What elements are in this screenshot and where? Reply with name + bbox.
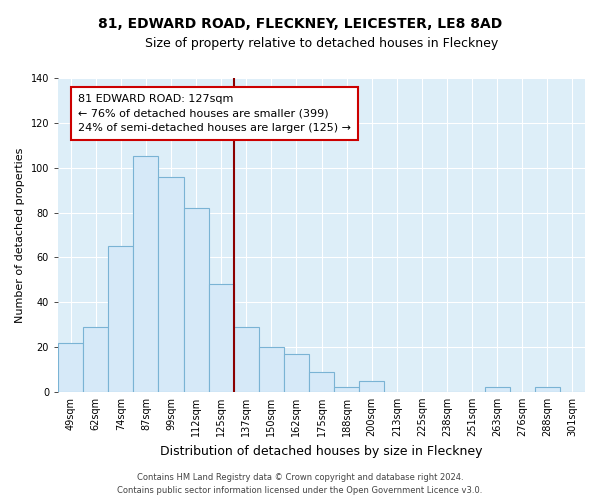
Y-axis label: Number of detached properties: Number of detached properties — [15, 147, 25, 322]
Text: Contains HM Land Registry data © Crown copyright and database right 2024.
Contai: Contains HM Land Registry data © Crown c… — [118, 474, 482, 495]
Bar — [133, 156, 158, 392]
Bar — [58, 342, 83, 392]
Bar — [184, 208, 209, 392]
Bar — [359, 380, 384, 392]
Bar — [234, 327, 259, 392]
Text: 81, EDWARD ROAD, FLECKNEY, LEICESTER, LE8 8AD: 81, EDWARD ROAD, FLECKNEY, LEICESTER, LE… — [98, 18, 502, 32]
Bar — [284, 354, 309, 392]
Title: Size of property relative to detached houses in Fleckney: Size of property relative to detached ho… — [145, 38, 498, 51]
Bar — [535, 388, 560, 392]
Bar — [158, 176, 184, 392]
Bar — [485, 388, 510, 392]
Bar — [334, 388, 359, 392]
Text: 81 EDWARD ROAD: 127sqm
← 76% of detached houses are smaller (399)
24% of semi-de: 81 EDWARD ROAD: 127sqm ← 76% of detached… — [78, 94, 351, 134]
X-axis label: Distribution of detached houses by size in Fleckney: Distribution of detached houses by size … — [160, 444, 483, 458]
Bar — [209, 284, 234, 392]
Bar — [309, 372, 334, 392]
Bar — [259, 347, 284, 392]
Bar — [108, 246, 133, 392]
Bar — [83, 327, 108, 392]
